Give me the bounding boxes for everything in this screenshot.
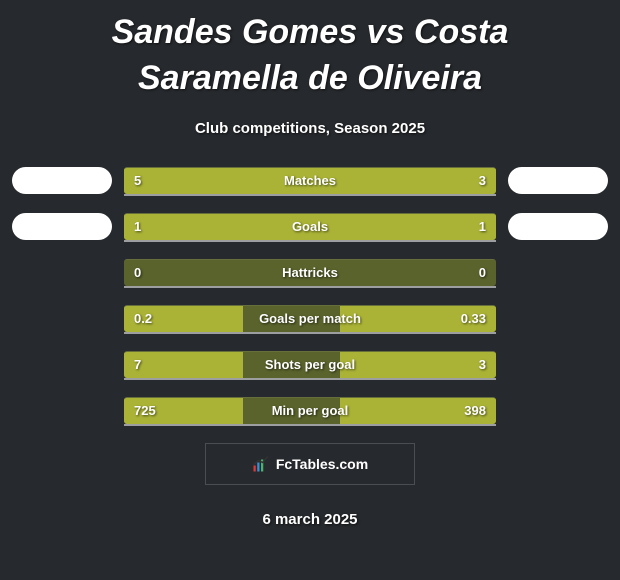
stat-bar: 0.20.33Goals per match — [124, 305, 496, 332]
stat-bar: 53Matches — [124, 167, 496, 194]
stat-label: Matches — [124, 167, 496, 194]
stat-label: Goals per match — [124, 305, 496, 332]
stat-row: 53Matches — [12, 167, 608, 194]
stat-label: Shots per goal — [124, 351, 496, 378]
stat-row: 725398Min per goal — [12, 397, 608, 424]
stat-label: Goals — [124, 213, 496, 240]
date-label: 6 march 2025 — [0, 511, 620, 528]
brand-footer: FcTables.com — [205, 443, 415, 485]
player-badge-right — [508, 167, 608, 194]
stats-area: 53Matches 11Goals 00Hattricks 0.20.33Goals … — [0, 167, 620, 424]
stat-bar: 73Shots per goal — [124, 351, 496, 378]
subtitle: Club competitions, Season 2025 — [0, 120, 620, 137]
logo-icon — [252, 455, 270, 473]
stat-row: 11Goals — [12, 213, 608, 240]
stat-row: 00Hattricks — [12, 259, 608, 286]
stat-bar: 725398Min per goal — [124, 397, 496, 424]
comparison-card: Sandes Gomes vs Costa Saramella de Olive… — [0, 0, 620, 580]
player-badge-left — [12, 167, 112, 194]
stat-label: Hattricks — [124, 259, 496, 286]
page-title: Sandes Gomes vs Costa Saramella de Olive… — [0, 10, 620, 102]
stat-row: 73Shots per goal — [12, 351, 608, 378]
stat-label: Min per goal — [124, 397, 496, 424]
player-badge-left — [12, 213, 112, 240]
stat-bar: 00Hattricks — [124, 259, 496, 286]
stat-bar: 11Goals — [124, 213, 496, 240]
player-badge-right — [508, 213, 608, 240]
brand-name: FcTables.com — [276, 456, 368, 472]
stat-row: 0.20.33Goals per match — [12, 305, 608, 332]
